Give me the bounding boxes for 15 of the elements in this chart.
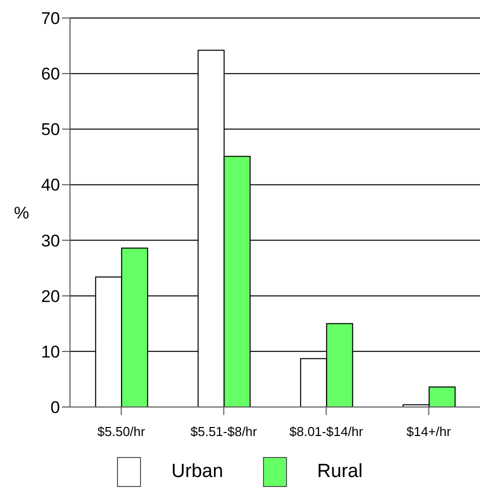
x-tick-label: $5.50/hr [97, 424, 146, 440]
y-tick-label: 40 [41, 176, 60, 195]
y-tick-label: 30 [41, 231, 60, 250]
y-tick-label: 50 [41, 120, 60, 140]
legend-label: Rural [317, 461, 363, 483]
y-tick-label: 70 [41, 9, 60, 28]
y-axis-title: % [14, 204, 30, 223]
text: Urban [171, 461, 224, 483]
y-tick-label: 0 [50, 398, 60, 418]
y-tick-label: 10 [41, 342, 60, 362]
x-tick-label: $5.51-$8/hr [190, 424, 258, 440]
y-tick-label: 20 [41, 286, 60, 306]
x-tick-label: $8.01-$14/hr [289, 424, 364, 440]
x-tick-label: $14+/hr [406, 424, 452, 440]
y-tick-label: 60 [41, 64, 60, 84]
